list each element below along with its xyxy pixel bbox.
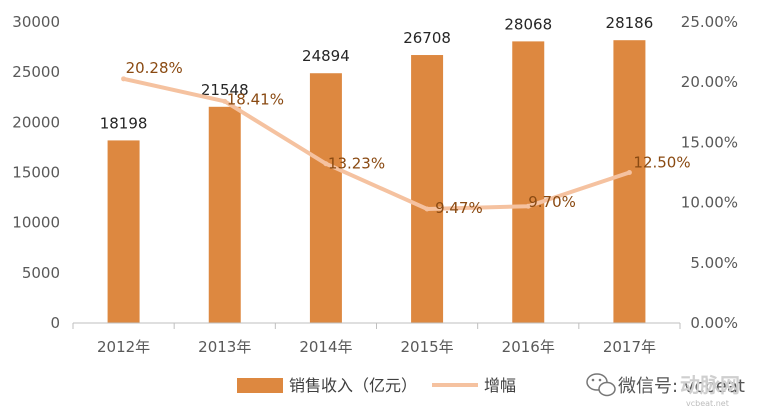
- x-axis-tick-label: 2016年: [502, 338, 555, 356]
- left-axis-tick-label: 25000: [12, 63, 60, 81]
- right-axis-tick-label: 5.00%: [690, 254, 738, 272]
- right-axis-tick-label: 0.00%: [690, 314, 738, 332]
- watermark-url: vcbeat.net: [686, 399, 729, 408]
- legend-line-label: 增幅: [484, 376, 516, 395]
- x-axis-tick-label: 2014年: [299, 338, 352, 356]
- right-axis-tick-label: 25.00%: [681, 13, 738, 31]
- x-axis-tick-label: 2013年: [198, 338, 251, 356]
- bar-value-label: 28186: [606, 14, 654, 32]
- growth-value-label: 13.23%: [328, 155, 385, 173]
- bar: [208, 106, 241, 324]
- legend-bar-label: 销售收入（亿元）: [289, 376, 417, 395]
- growth-line: [121, 76, 632, 212]
- growth-value-label: 9.47%: [435, 199, 483, 217]
- left-axis-tick-label: 0: [50, 314, 60, 332]
- bar-labels: 18198 21548 24894 26708 28068 28186: [100, 14, 654, 132]
- bar-value-label: 21548: [201, 81, 249, 99]
- right-axis-tick-label: 10.00%: [681, 194, 738, 212]
- bar: [613, 40, 646, 323]
- growth-value-label: 18.41%: [227, 90, 284, 108]
- growth-line-point: [626, 170, 632, 175]
- left-axis-tick-label: 10000: [12, 214, 60, 232]
- x-axis-tick-label: 2017年: [603, 338, 656, 356]
- growth-value-label: 12.50%: [633, 154, 690, 172]
- growth-line-point: [424, 206, 430, 212]
- growth-line-point: [121, 76, 127, 82]
- left-axis-tick-label: 30000: [12, 13, 60, 31]
- bar-value-label: 28068: [504, 15, 552, 33]
- legend: 销售收入（亿元） 增幅: [237, 376, 516, 395]
- bar-value-label: 26708: [403, 29, 451, 47]
- x-axis-tick-label: 2012年: [97, 338, 150, 356]
- watermark-logo: 动脉网: [680, 373, 740, 397]
- bars: [107, 40, 646, 324]
- growth-value-label: 20.28%: [126, 59, 183, 77]
- bar-value-label: 24894: [302, 47, 350, 65]
- legend-bar-swatch: [237, 378, 283, 393]
- watermark-text: 微信号: vcbeat: [618, 376, 745, 397]
- bar-value-label: 18198: [100, 114, 148, 132]
- left-axis-tick-label: 5000: [22, 264, 60, 282]
- bar: [411, 55, 444, 324]
- growth-line-point: [323, 161, 329, 167]
- growth-line-point: [525, 203, 531, 209]
- x-axis: 2012年 2013年 2014年 2015年 2016年 2017年: [72, 322, 681, 356]
- bar: [309, 73, 342, 324]
- right-axis-tick-label: 15.00%: [681, 133, 738, 151]
- watermark: 微信号: vcbeat 动脉网 vcbeat.net: [586, 373, 745, 408]
- right-axis: 0.00% 5.00% 10.00% 15.00% 20.00% 25.00%: [681, 13, 738, 332]
- right-axis-tick-label: 20.00%: [681, 73, 738, 91]
- wechat-icon: [586, 373, 616, 397]
- left-axis-tick-label: 20000: [12, 113, 60, 131]
- x-axis-tick-label: 2015年: [400, 338, 453, 356]
- left-axis: 0 5000 10000 15000 20000 25000 30000: [12, 13, 60, 332]
- growth-line-path: [123, 76, 631, 211]
- bar: [107, 140, 140, 323]
- bar: [512, 41, 545, 323]
- growth-line-point: [222, 98, 228, 104]
- left-axis-tick-label: 15000: [12, 164, 60, 182]
- line-labels: 20.28% 18.41% 13.23% 9.47% 9.70% 12.50%: [126, 59, 691, 217]
- growth-value-label: 9.70%: [528, 193, 576, 211]
